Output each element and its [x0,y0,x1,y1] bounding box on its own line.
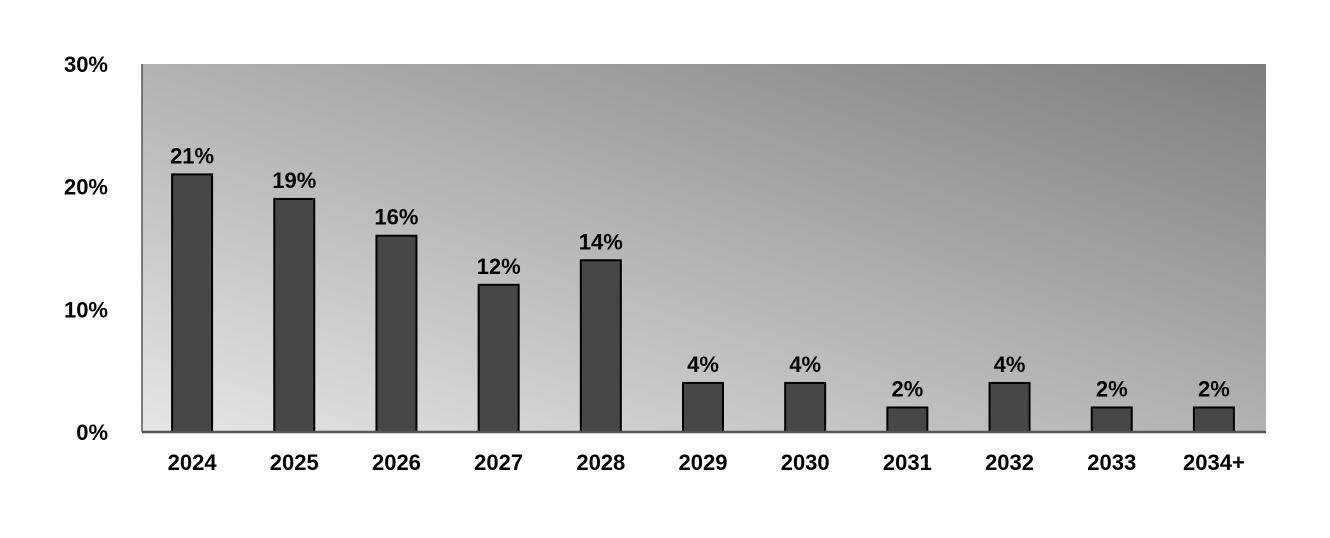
bar-2026 [375,234,418,433]
x-tick-label: 2033 [1087,450,1136,475]
bar-2030 [784,381,827,433]
bar-2024 [171,173,214,433]
data-label: 4% [687,352,719,377]
data-label: 2% [1198,376,1230,401]
bar-2031 [886,406,929,434]
data-label: 14% [579,229,623,254]
x-tick-label: 2026 [372,450,421,475]
x-tick-label: 2030 [781,450,830,475]
x-tick-label: 2032 [985,450,1034,475]
y-tick-label: 0% [76,420,108,445]
x-tick-label: 2034+ [1183,450,1245,475]
x-tick-label: 2031 [883,450,932,475]
bar-2032 [988,381,1031,433]
bar-2028 [579,259,622,433]
data-label: 16% [374,205,418,230]
x-tick-label: 2029 [679,450,728,475]
data-label: 4% [994,352,1026,377]
data-label: 12% [477,254,521,279]
bar-2033 [1090,406,1133,434]
data-label: 2% [1096,376,1128,401]
y-tick-label: 30% [64,52,108,77]
bar-2025 [273,197,316,433]
x-tick-label: 2027 [474,450,523,475]
bar-2029 [682,381,724,433]
x-tick-label: 2028 [576,450,625,475]
y-tick-label: 10% [64,297,108,322]
data-labels: 21% 19% 16% 12% 14% 4% 4% 2% 4% 2% 2% [170,143,1230,401]
bar-2034+ [1192,406,1235,434]
y-axis: 0% 10% 20% 30% [64,52,143,445]
data-label: 21% [170,143,214,168]
x-axis: 2024 2025 2026 2027 2028 2029 2030 2031 2032 2033… [142,430,1266,475]
data-label: 2% [891,376,923,401]
x-tick-label: 2025 [270,450,319,475]
bar-2027 [477,283,520,433]
data-label: 4% [789,352,821,377]
plot-area [142,64,1266,432]
y-tick-label: 20% [64,175,108,200]
x-tick-label: 2024 [168,450,218,475]
data-label: 19% [272,168,316,193]
